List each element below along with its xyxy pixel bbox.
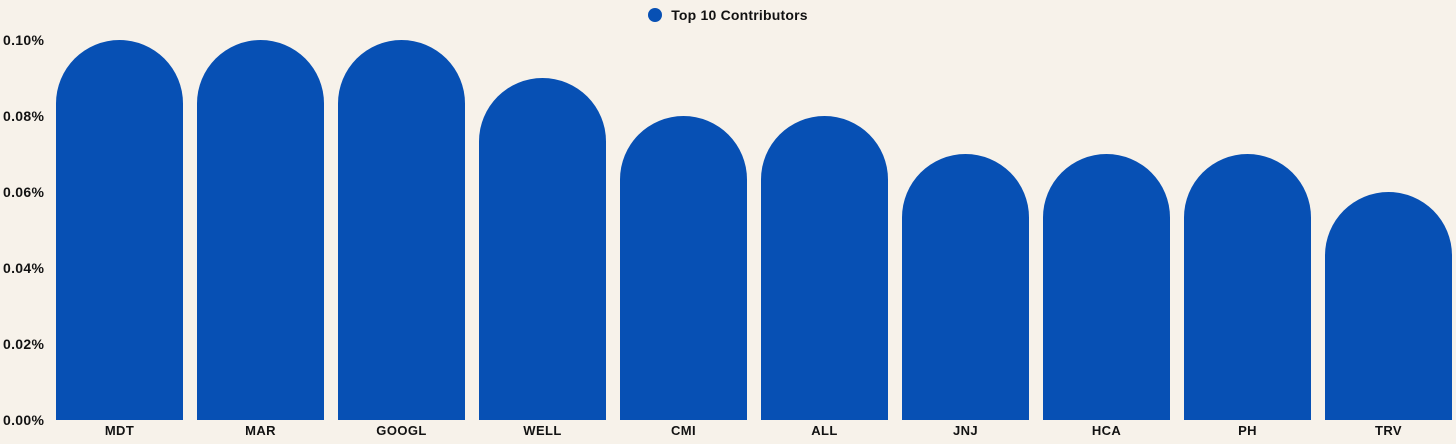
bar-trv[interactable]	[1325, 192, 1452, 420]
y-axis-tick-label: 0.10%	[3, 32, 45, 48]
y-axis-tick-label: 0.08%	[3, 108, 45, 124]
x-axis-tick-label: GOOGL	[376, 423, 427, 438]
legend-series-label: Top 10 Contributors	[671, 7, 808, 23]
bar-mdt[interactable]	[56, 40, 183, 420]
bar-ph[interactable]	[1184, 154, 1311, 420]
bar-all[interactable]	[761, 116, 888, 420]
bar-googl[interactable]	[338, 40, 465, 420]
x-axis-tick-label: HCA	[1091, 423, 1122, 438]
x-axis-tick-label: TRV	[1375, 423, 1402, 438]
y-axis-tick-label: 0.06%	[3, 184, 45, 200]
legend: Top 10 Contributors	[0, 6, 1456, 24]
x-axis-tick-label: ALL	[811, 423, 838, 438]
bar-hca[interactable]	[1043, 154, 1170, 420]
x-axis-tick-label: CMI	[670, 423, 697, 438]
x-axis-tick-label: WELL	[523, 423, 562, 438]
bar-jnj[interactable]	[902, 154, 1029, 420]
y-axis-tick-label: 0.00%	[3, 412, 45, 428]
x-axis-tick-label: PH	[1238, 423, 1257, 438]
bar-mar[interactable]	[197, 40, 324, 420]
x-axis-tick-label: JNJ	[952, 423, 979, 438]
bar-cmi[interactable]	[620, 116, 747, 420]
y-axis-tick-label: 0.02%	[3, 336, 45, 352]
legend-series-dot-icon	[648, 8, 663, 22]
bar-well[interactable]	[479, 78, 606, 420]
x-axis-tick-label: MAR	[245, 423, 276, 438]
y-axis-tick-label: 0.04%	[3, 260, 45, 276]
x-axis-tick-label: MDT	[104, 423, 135, 438]
